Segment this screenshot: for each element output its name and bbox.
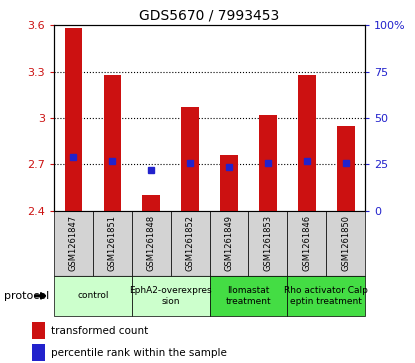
Text: Rho activator Calp
eptin treatment: Rho activator Calp eptin treatment xyxy=(284,286,368,306)
Bar xyxy=(132,276,210,316)
Text: GSM1261853: GSM1261853 xyxy=(264,215,272,271)
Bar xyxy=(142,195,160,211)
Bar xyxy=(54,276,132,316)
Text: GSM1261848: GSM1261848 xyxy=(147,215,156,271)
Bar xyxy=(287,276,365,316)
Bar xyxy=(171,211,210,276)
Bar xyxy=(93,211,132,276)
Text: GSM1261847: GSM1261847 xyxy=(69,215,78,271)
Text: protocol: protocol xyxy=(4,291,49,301)
Text: percentile rank within the sample: percentile rank within the sample xyxy=(51,347,227,358)
Text: control: control xyxy=(77,291,109,300)
Title: GDS5670 / 7993453: GDS5670 / 7993453 xyxy=(139,9,280,23)
Bar xyxy=(210,276,287,316)
Bar xyxy=(132,211,171,276)
Bar xyxy=(220,155,238,211)
Bar xyxy=(104,75,121,211)
Bar xyxy=(287,211,326,276)
Bar xyxy=(210,211,249,276)
Text: GSM1261851: GSM1261851 xyxy=(108,215,117,271)
Bar xyxy=(298,75,315,211)
Bar xyxy=(32,344,45,361)
Text: Ilomastat
treatment: Ilomastat treatment xyxy=(226,286,271,306)
Text: transformed count: transformed count xyxy=(51,326,148,336)
Text: GSM1261846: GSM1261846 xyxy=(303,215,311,271)
Text: GSM1261850: GSM1261850 xyxy=(341,215,350,271)
Text: GSM1261849: GSM1261849 xyxy=(225,215,234,271)
Bar xyxy=(32,322,45,339)
Bar xyxy=(65,28,82,211)
Bar xyxy=(326,211,365,276)
Text: EphA2-overexpres
sion: EphA2-overexpres sion xyxy=(129,286,212,306)
Bar xyxy=(181,107,199,211)
Text: GSM1261852: GSM1261852 xyxy=(186,215,195,271)
Bar xyxy=(249,211,287,276)
Bar xyxy=(337,126,354,211)
Bar xyxy=(54,211,93,276)
Bar xyxy=(259,115,277,211)
